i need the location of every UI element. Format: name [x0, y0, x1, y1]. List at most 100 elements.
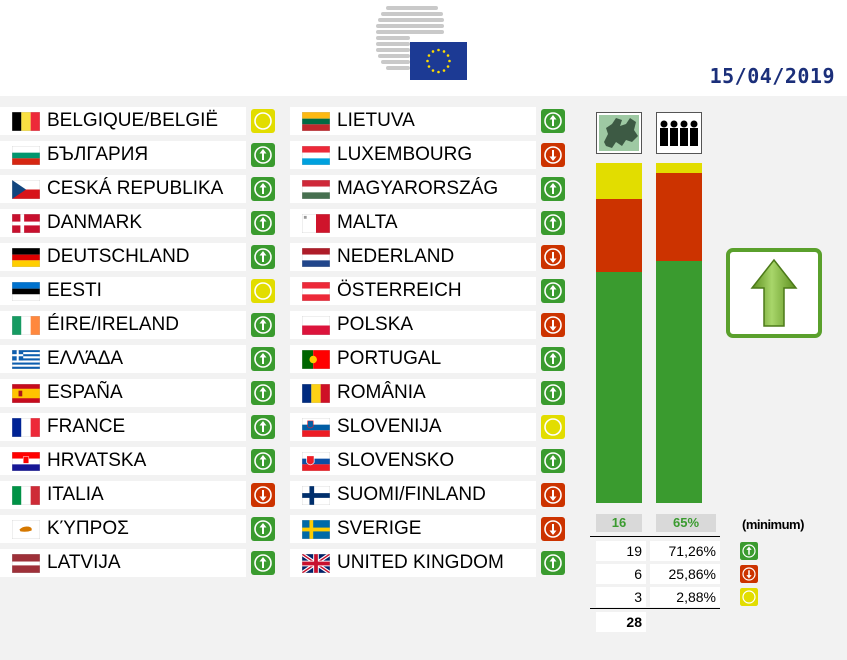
- result-percent: 25,86%: [650, 564, 720, 584]
- flag-lt-icon: [301, 111, 331, 132]
- europe-map-icon: [596, 112, 642, 154]
- vote-favour-icon: [541, 381, 565, 405]
- flag-be-icon: [11, 111, 41, 132]
- country-cell: [0, 141, 246, 169]
- vote-favour-icon: [541, 109, 565, 133]
- country-cell: [0, 379, 246, 407]
- country-cell: [0, 311, 246, 339]
- country-name: ÉIRE/IRELAND: [47, 314, 179, 335]
- vote-against-icon: [541, 517, 565, 541]
- flag-pt-icon: [301, 349, 331, 370]
- country-cell: [0, 413, 246, 441]
- country-name: SVERIGE: [337, 518, 422, 539]
- vote-favour-icon: [251, 347, 275, 371]
- vote-favour-icon: [251, 211, 275, 235]
- country-row: ΕΛΛΆΔΑ: [0, 345, 280, 373]
- country-row: EESTI: [0, 277, 280, 305]
- flag-fi-icon: [301, 485, 331, 506]
- country-name: ΕΛΛΆΔΑ: [47, 348, 124, 369]
- country-name: DEUTSCHLAND: [47, 246, 190, 267]
- country-row: HRVATSKA: [0, 447, 280, 475]
- country-cell: [0, 175, 246, 203]
- vote-against-icon: [541, 313, 565, 337]
- flag-ie-icon: [11, 315, 41, 336]
- flag-gr-icon: [11, 349, 41, 370]
- result-percent: 2,88%: [650, 587, 720, 607]
- country-row: LIETUVA: [290, 107, 570, 135]
- vote-favour-icon: [251, 177, 275, 201]
- vote-against-icon: [541, 483, 565, 507]
- vote-favour-icon: [251, 313, 275, 337]
- country-name: SLOVENSKO: [337, 450, 455, 471]
- flag-ro-icon: [301, 383, 331, 404]
- vote-abstain-icon: [541, 415, 565, 439]
- country-row: CESKÁ REPUBLIKA: [0, 175, 280, 203]
- flag-ee-icon: [11, 281, 41, 302]
- country-name: LIETUVA: [337, 110, 415, 131]
- country-cell: [290, 549, 536, 577]
- vote-favour-icon: [251, 143, 275, 167]
- country-row: DEUTSCHLAND: [0, 243, 280, 271]
- member-states-bar: [596, 163, 642, 503]
- country-row: POLSKA: [290, 311, 570, 339]
- country-row: SVERIGE: [290, 515, 570, 543]
- country-cell: [0, 549, 246, 577]
- flag-de-icon: [11, 247, 41, 268]
- population-bar: [656, 163, 702, 503]
- flag-se-icon: [301, 519, 331, 540]
- country-name: POLSKA: [337, 314, 414, 335]
- country-name: MAGYARORSZÁG: [337, 178, 499, 199]
- country-cell: [0, 107, 246, 135]
- country-name: SUOMI/FINLAND: [337, 484, 486, 505]
- flag-cz-icon: [11, 179, 41, 200]
- country-name: ΚΎΠΡΟΣ: [47, 518, 129, 539]
- country-cell: [290, 447, 536, 475]
- country-cell: [290, 175, 536, 203]
- country-name: CESKÁ REPUBLIKA: [47, 178, 224, 199]
- country-row: SUOMI/FINLAND: [290, 481, 570, 509]
- country-row: DANMARK: [0, 209, 280, 237]
- country-row: UNITED KINGDOM: [290, 549, 570, 577]
- country-cell: [290, 481, 536, 509]
- country-row: SLOVENIJA: [290, 413, 570, 441]
- population-icon: [656, 112, 702, 154]
- country-name: ITALIA: [47, 484, 104, 505]
- country-row: ESPAÑA: [0, 379, 280, 407]
- country-row: FRANCE: [0, 413, 280, 441]
- country-name: БЪЛГАРИЯ: [47, 144, 149, 165]
- country-name: SLOVENIJA: [337, 416, 442, 437]
- country-cell: [290, 345, 536, 373]
- flag-hr-icon: [11, 451, 41, 472]
- flag-dk-icon: [11, 213, 41, 234]
- bar-segment-against: [596, 199, 642, 273]
- vote-favour-icon: [251, 449, 275, 473]
- vote-favour-icon: [251, 551, 275, 575]
- vote-favour-icon: [251, 517, 275, 541]
- country-row: SLOVENSKO: [290, 447, 570, 475]
- adopted-arrow-icon: [726, 248, 822, 338]
- flag-at-icon: [301, 281, 331, 302]
- vote-against-icon: [251, 483, 275, 507]
- vote-favour-icon: [541, 211, 565, 235]
- country-name: NEDERLAND: [337, 246, 455, 267]
- country-name: MALTA: [337, 212, 398, 233]
- flag-lv-icon: [11, 553, 41, 574]
- country-cell: [290, 379, 536, 407]
- vote-favour-icon: [541, 177, 565, 201]
- result-count: 3: [596, 587, 646, 607]
- country-cell: [0, 447, 246, 475]
- threshold-population: 65%: [656, 514, 716, 532]
- result-count: 19: [596, 541, 646, 561]
- table-bottom-rule: [590, 608, 720, 609]
- vote-favour-icon: [541, 279, 565, 303]
- flag-sk-icon: [301, 451, 331, 472]
- bar-segment-favour: [596, 272, 642, 503]
- flag-pl-icon: [301, 315, 331, 336]
- country-row: PORTUGAL: [290, 345, 570, 373]
- country-row: LUXEMBOURG: [290, 141, 570, 169]
- country-name: HRVATSKA: [47, 450, 147, 471]
- country-name: LUXEMBOURG: [337, 144, 473, 165]
- vote-favour-icon: [541, 449, 565, 473]
- country-cell: [290, 243, 536, 271]
- flag-fr-icon: [11, 417, 41, 438]
